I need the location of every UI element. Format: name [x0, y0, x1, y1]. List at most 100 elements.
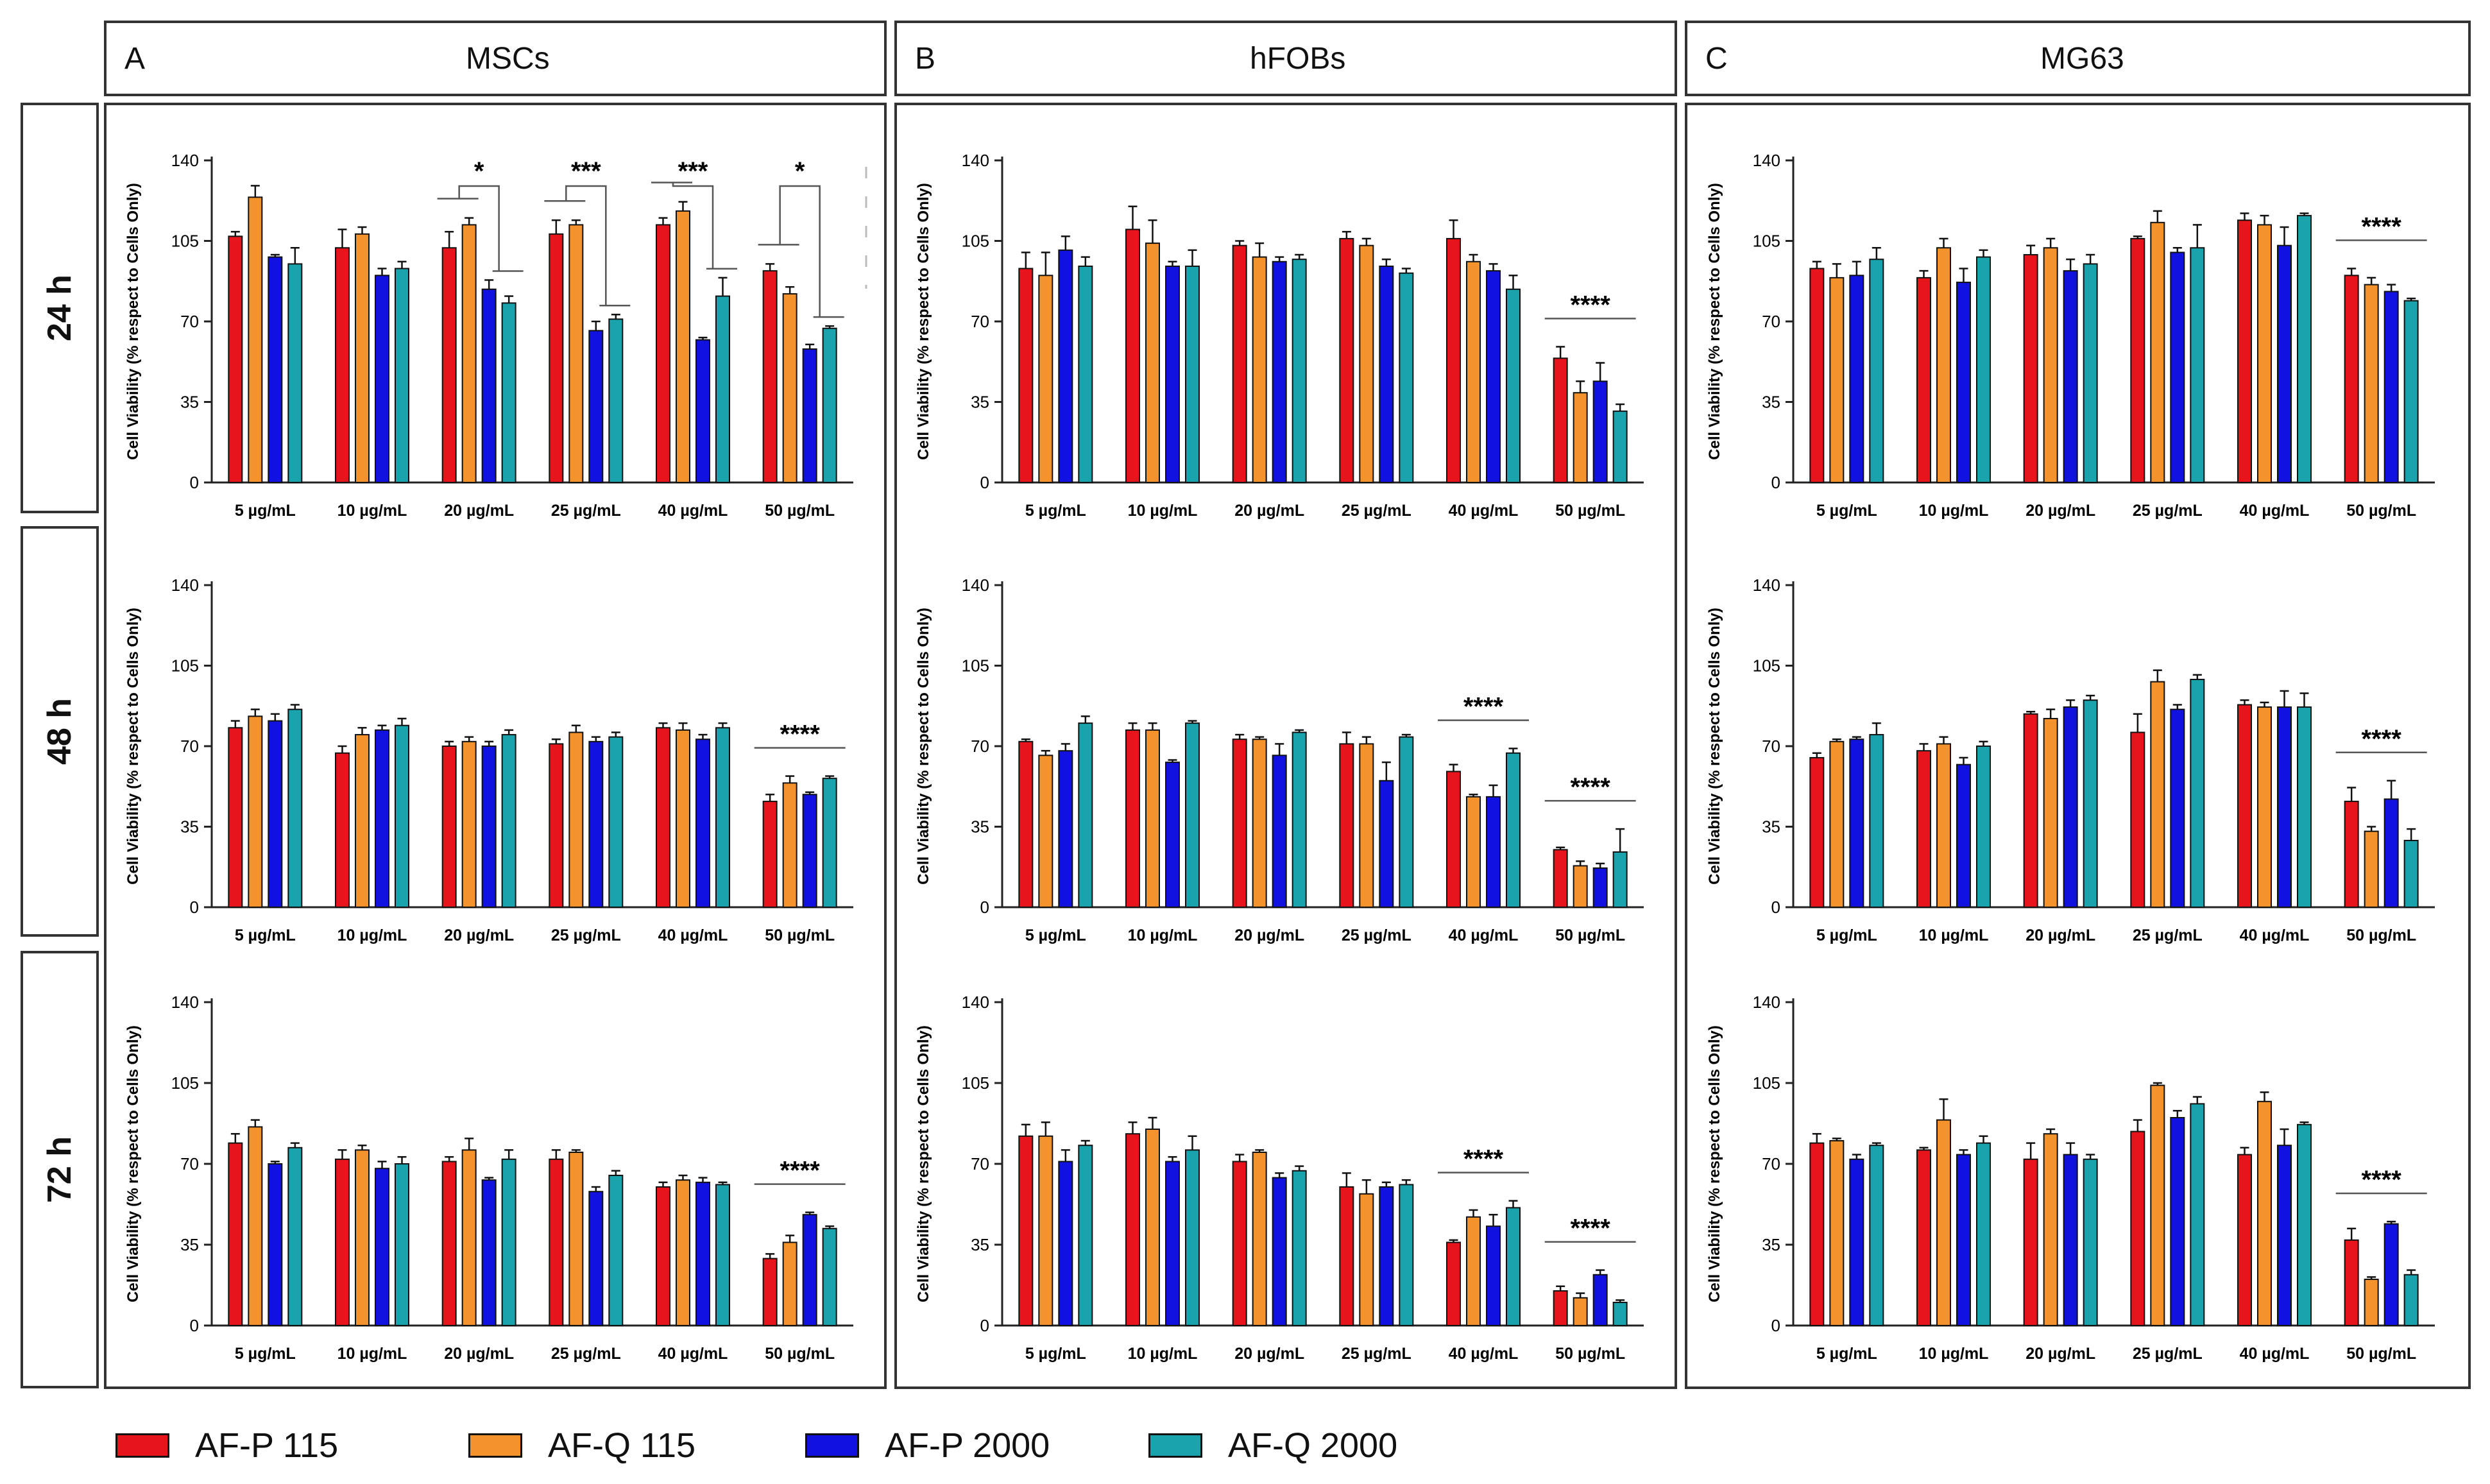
- y-tick-label: 0: [1771, 473, 1780, 492]
- significance-stars: ****: [2362, 213, 2402, 241]
- bar-afq2000: [2083, 1158, 2098, 1327]
- legend-swatch-afp115: [115, 1433, 169, 1458]
- bar-afq115: [1936, 743, 1951, 908]
- bar-afq2000: [2403, 300, 2419, 483]
- bar-afp115: [1018, 268, 1034, 483]
- bar-afp115: [656, 224, 670, 483]
- bar-afp115: [1339, 1186, 1354, 1326]
- column-title-mg63: MG63: [2040, 42, 2124, 76]
- bar-afq115: [248, 1126, 263, 1327]
- bar-afq2000: [501, 302, 516, 483]
- y-tick-label: 105: [1753, 232, 1780, 251]
- bar-afp115: [1018, 1135, 1034, 1327]
- y-axis-label: Cell Viability (% respect to Cells Only): [915, 1025, 932, 1302]
- bar-afp2000: [1379, 265, 1394, 483]
- bar-afp115: [656, 1186, 670, 1326]
- legend-label-afq115: AF-Q 115: [548, 1426, 696, 1465]
- significance-bracket: [672, 182, 714, 269]
- bar-afq115: [1936, 247, 1951, 483]
- x-tick-label: 50 µg/mL: [765, 926, 835, 944]
- bar-afp2000: [1592, 1274, 1608, 1327]
- x-tick-label: 25 µg/mL: [1342, 926, 1411, 944]
- x-tick-label: 20 µg/mL: [444, 1345, 514, 1363]
- bar-afq2000: [2190, 247, 2205, 483]
- bar-afp115: [1446, 237, 1461, 483]
- bar-afp115: [1809, 756, 1825, 908]
- bar-afp115: [1916, 277, 1931, 483]
- bar-afp115: [2023, 254, 2038, 483]
- bar-afq2000: [287, 708, 303, 908]
- y-tick-label: 0: [1771, 898, 1780, 917]
- bar-afq2000: [2297, 215, 2312, 483]
- x-tick-label: 25 µg/mL: [2133, 502, 2203, 520]
- bar-afq2000: [2297, 1123, 2312, 1327]
- y-tick-label: 0: [980, 1316, 989, 1335]
- significance-stars: ****: [1571, 1215, 1611, 1243]
- bar-afp2000: [1956, 282, 1971, 483]
- bar-afq115: [2364, 284, 2379, 483]
- x-tick-label: 20 µg/mL: [1234, 502, 1304, 520]
- y-axis-label: Cell Viability (% respect to Cells Only): [1706, 183, 1723, 460]
- bar-afp115: [2344, 801, 2359, 908]
- x-tick-label: 25 µg/mL: [1342, 502, 1411, 520]
- bar-afp2000: [1849, 738, 1864, 908]
- x-tick-label: 5 µg/mL: [1025, 502, 1086, 520]
- x-tick-label: 10 µg/mL: [337, 926, 407, 944]
- bar-afp115: [2023, 1158, 2038, 1327]
- y-axis-label: Cell Viability (% respect to Cells Only): [1706, 608, 1723, 885]
- bar-afq2000: [608, 1175, 624, 1326]
- y-tick-label: 70: [971, 1154, 989, 1173]
- bar-afq115: [2150, 1084, 2165, 1326]
- bar-afq115: [1252, 1152, 1267, 1326]
- bar-afq115: [1359, 743, 1374, 908]
- y-tick-label: 0: [980, 473, 989, 492]
- x-tick-label: 10 µg/mL: [1128, 502, 1198, 520]
- y-tick-label: 140: [171, 151, 199, 170]
- bar-afp115: [762, 270, 778, 483]
- bar-afq115: [2043, 247, 2058, 483]
- bar-afp2000: [1272, 260, 1287, 483]
- x-tick-label: 40 µg/mL: [2240, 502, 2310, 520]
- bar-afq2000: [715, 1184, 730, 1327]
- bar-afp2000: [1486, 1225, 1501, 1326]
- bar-afp2000: [802, 348, 817, 483]
- bar-afp115: [549, 1158, 564, 1327]
- y-tick-label: 105: [962, 656, 989, 676]
- significance-stars: ****: [1463, 1145, 1504, 1173]
- y-tick-label: 35: [180, 1235, 199, 1254]
- x-tick-label: 20 µg/mL: [2025, 502, 2095, 520]
- significance-bracket: [779, 185, 821, 318]
- bar-afq2000: [1869, 259, 1884, 483]
- x-tick-label: 5 µg/mL: [235, 502, 296, 520]
- bar-afq2000: [2083, 699, 2098, 908]
- chart-c-48: Cell Viability (% respect to Cells Only)…: [1706, 576, 2435, 944]
- y-tick-label: 140: [962, 993, 989, 1012]
- significance-stars: ****: [1571, 291, 1611, 319]
- bar-afp2000: [375, 729, 389, 908]
- bar-afp2000: [1592, 380, 1608, 483]
- bar-afq115: [568, 731, 584, 908]
- bar-afq2000: [1612, 410, 1628, 483]
- x-tick-label: 40 µg/mL: [1449, 502, 1519, 520]
- y-tick-label: 140: [962, 576, 989, 595]
- bar-afq115: [2043, 1133, 2058, 1326]
- x-tick-label: 10 µg/mL: [1919, 502, 1989, 520]
- y-tick-label: 35: [971, 393, 989, 412]
- y-tick-label: 35: [1762, 1235, 1780, 1254]
- bar-afq115: [2043, 717, 2058, 908]
- bar-afq115: [1038, 275, 1053, 483]
- bar-afp115: [1018, 740, 1034, 908]
- bar-afp2000: [1956, 1154, 1971, 1326]
- chart-b-24: Cell Viability (% respect to Cells Only)…: [915, 151, 1644, 520]
- bar-afp115: [1916, 750, 1931, 908]
- bar-afp115: [441, 247, 457, 483]
- significance-stars: ***: [571, 157, 601, 185]
- y-tick-label: 35: [1762, 393, 1780, 412]
- x-tick-label: 40 µg/mL: [2240, 926, 2310, 944]
- x-tick-label: 5 µg/mL: [235, 926, 296, 944]
- column-header-b: B hFOBs: [894, 21, 1677, 96]
- y-tick-label: 140: [1753, 576, 1780, 595]
- y-tick-label: 35: [1762, 817, 1780, 837]
- bar-afq115: [1573, 392, 1588, 484]
- x-tick-label: 5 µg/mL: [1025, 926, 1086, 944]
